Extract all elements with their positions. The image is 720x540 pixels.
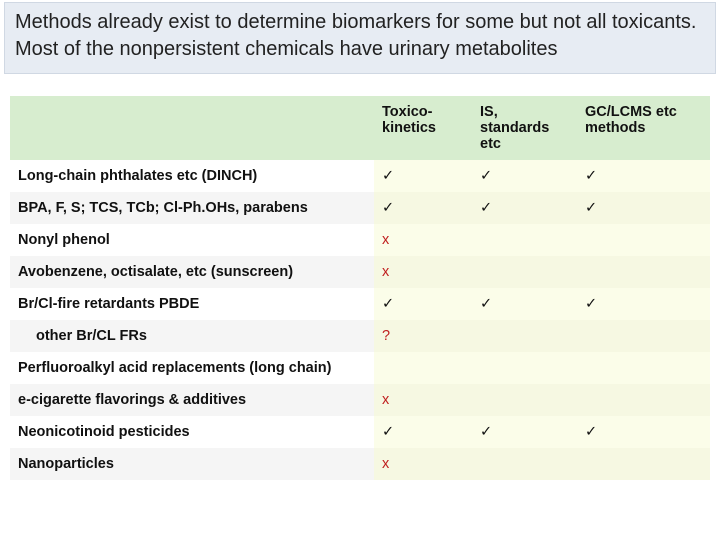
row-cell	[577, 256, 710, 288]
biomarker-table: Toxico-kinetics IS, standards etc GC/LCM…	[10, 96, 710, 480]
row-label: Br/Cl-fire retardants PBDE	[10, 288, 374, 320]
row-cell: ✓	[472, 416, 577, 448]
row-cell	[472, 352, 577, 384]
x-mark: x	[382, 392, 389, 408]
x-mark: x	[382, 264, 389, 280]
row-cell: ✓	[374, 160, 472, 192]
row-cell: x	[374, 448, 472, 480]
table-row: other Br/CL FRs?	[10, 320, 710, 352]
check-mark: ✓	[480, 424, 492, 440]
row-cell: ✓	[472, 192, 577, 224]
table-row: Neonicotinoid pesticides ✓ ✓ ✓	[10, 416, 710, 448]
row-cell: ✓	[374, 192, 472, 224]
check-mark: ✓	[480, 200, 492, 216]
col-header-toxicokinetics: Toxico-kinetics	[374, 96, 472, 160]
table-body: Long-chain phthalates etc (DINCH)✓✓✓BPA,…	[10, 160, 710, 480]
row-cell: ✓	[472, 288, 577, 320]
check-mark: ✓	[480, 168, 492, 184]
x-mark: x	[382, 456, 389, 472]
row-cell	[472, 384, 577, 416]
table-row: Nanoparticles x	[10, 448, 710, 480]
check-mark: ✓	[585, 200, 597, 216]
check-mark: ✓	[480, 296, 492, 312]
table-row: e-cigarette flavorings & additives x	[10, 384, 710, 416]
biomarker-table-wrap: Toxico-kinetics IS, standards etc GC/LCM…	[10, 96, 710, 480]
row-cell	[577, 448, 710, 480]
row-label: e-cigarette flavorings & additives	[10, 384, 374, 416]
q-mark: ?	[382, 328, 390, 344]
check-mark: ✓	[585, 296, 597, 312]
row-label: other Br/CL FRs	[10, 320, 374, 352]
row-cell: ✓	[577, 416, 710, 448]
table-row: BPA, F, S; TCS, TCb; Cl-Ph.OHs, parabens…	[10, 192, 710, 224]
x-mark: x	[382, 232, 389, 248]
row-cell: ✓	[577, 288, 710, 320]
col-header-standards: IS, standards etc	[472, 96, 577, 160]
row-label: Perfluoroalkyl acid replacements (long c…	[10, 352, 374, 384]
row-cell: ?	[374, 320, 472, 352]
row-label: Long-chain phthalates etc (DINCH)	[10, 160, 374, 192]
slide: Methods already exist to determine bioma…	[0, 0, 720, 540]
intro-box: Methods already exist to determine bioma…	[4, 2, 716, 74]
check-mark: ✓	[585, 424, 597, 440]
check-mark: ✓	[382, 296, 394, 312]
row-cell	[577, 384, 710, 416]
row-label: Neonicotinoid pesticides	[10, 416, 374, 448]
row-cell	[472, 448, 577, 480]
row-cell: ✓	[472, 160, 577, 192]
row-label: Nonyl phenol	[10, 224, 374, 256]
table-row: Br/Cl-fire retardants PBDE ✓ ✓ ✓	[10, 288, 710, 320]
row-cell: x	[374, 224, 472, 256]
col-header-blank	[10, 96, 374, 160]
intro-text: Methods already exist to determine bioma…	[15, 11, 696, 60]
table-header: Toxico-kinetics IS, standards etc GC/LCM…	[10, 96, 710, 160]
table-row: Avobenzene, octisalate, etc (sunscreen) x	[10, 256, 710, 288]
row-cell: ✓	[374, 288, 472, 320]
table-row: Long-chain phthalates etc (DINCH) ✓ ✓ ✓	[10, 160, 710, 192]
row-label: Nanoparticles	[10, 448, 374, 480]
row-cell	[472, 224, 577, 256]
row-label: Avobenzene, octisalate, etc (sunscreen)	[10, 256, 374, 288]
row-cell: ✓	[577, 160, 710, 192]
row-cell: ✓	[374, 416, 472, 448]
table-row: Perfluoroalkyl acid replacements (long c…	[10, 352, 710, 384]
row-cell	[577, 320, 710, 352]
check-mark: ✓	[382, 168, 394, 184]
row-cell	[577, 352, 710, 384]
row-cell	[472, 320, 577, 352]
row-cell: x	[374, 384, 472, 416]
row-label: BPA, F, S; TCS, TCb; Cl-Ph.OHs, parabens	[10, 192, 374, 224]
row-cell: x	[374, 256, 472, 288]
row-cell	[472, 256, 577, 288]
row-cell: ✓	[577, 192, 710, 224]
table-row: Nonyl phenol x	[10, 224, 710, 256]
check-mark: ✓	[382, 424, 394, 440]
row-cell	[374, 352, 472, 384]
check-mark: ✓	[585, 168, 597, 184]
row-cell	[577, 224, 710, 256]
check-mark: ✓	[382, 200, 394, 216]
col-header-methods: GC/LCMS etc methods	[577, 96, 710, 160]
